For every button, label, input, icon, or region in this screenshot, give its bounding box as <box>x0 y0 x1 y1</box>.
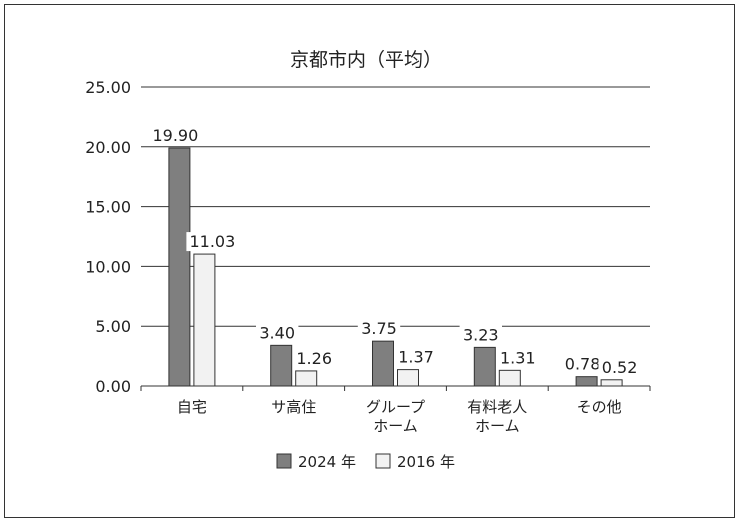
chart-frame: 京都市内（平均） 0.00 5.00 10.00 15.00 20.00 25.00 19… <box>4 4 735 518</box>
category-label: サ高住 <box>271 398 316 416</box>
data-label: 0.52 <box>602 358 638 377</box>
data-labels: 19.90 11.03 3.401.26 3.751.37 3.231.31 0.78 0.… <box>149 125 641 377</box>
data-label-bg <box>256 323 299 343</box>
legend-swatch <box>276 453 292 469</box>
data-label: 1.37 <box>398 348 434 367</box>
y-tick-label: 5.00 <box>95 317 131 336</box>
data-label: 3.40 <box>259 323 295 342</box>
y-tick-label: 20.00 <box>85 138 131 157</box>
data-label: 11.03 <box>189 232 235 251</box>
data-label-bg <box>293 348 336 368</box>
data-label: 19.90 <box>152 126 198 145</box>
legend: 2024 年 2016 年 <box>276 453 455 471</box>
data-label-bg <box>149 125 202 145</box>
bar <box>372 340 394 387</box>
data-label: 3.75 <box>361 319 397 338</box>
chart-title: 京都市内（平均） <box>290 49 442 71</box>
category-label: 自宅 <box>177 398 207 416</box>
category-label: グループ <box>366 398 425 416</box>
y-tick-label: 15.00 <box>85 198 131 217</box>
bar <box>168 147 191 387</box>
y-axis-ticks: 0.00 5.00 10.00 15.00 20.00 25.00 <box>85 78 131 396</box>
data-label-bg <box>186 232 239 252</box>
data-label-bg <box>357 319 401 339</box>
category-label: 有料老人 <box>467 398 527 416</box>
bar <box>498 369 521 387</box>
bar <box>193 253 216 387</box>
data-label: 0.78 <box>565 355 601 374</box>
legend-swatch <box>375 453 391 469</box>
bar <box>270 344 293 387</box>
bar <box>575 376 598 387</box>
bar-chart: 京都市内（平均） 0.00 5.00 10.00 15.00 20.00 25.00 19… <box>85 49 651 471</box>
x-axis <box>140 385 651 391</box>
legend-label: 2016 年 <box>397 453 455 471</box>
y-tick-label: 0.00 <box>95 377 131 396</box>
data-label: 1.26 <box>296 349 332 368</box>
bar <box>397 369 419 387</box>
bar <box>473 346 496 387</box>
data-label: 1.31 <box>500 348 536 367</box>
data-label-bg <box>598 357 641 377</box>
legend-label: 2024 年 <box>298 453 356 471</box>
data-label-bg <box>394 347 438 367</box>
y-tick-label: 25.00 <box>85 78 131 97</box>
gridlines <box>141 86 650 327</box>
category-label: ホーム <box>475 417 520 435</box>
y-tick-label: 10.00 <box>85 257 131 276</box>
category-label: ホーム <box>373 417 418 435</box>
bar <box>600 379 623 387</box>
data-label: 3.23 <box>463 325 499 344</box>
category-label: その他 <box>577 398 622 416</box>
bar <box>295 370 318 387</box>
data-label-bg <box>561 354 604 374</box>
data-label-bg <box>459 325 502 345</box>
data-label-bg <box>496 348 539 368</box>
